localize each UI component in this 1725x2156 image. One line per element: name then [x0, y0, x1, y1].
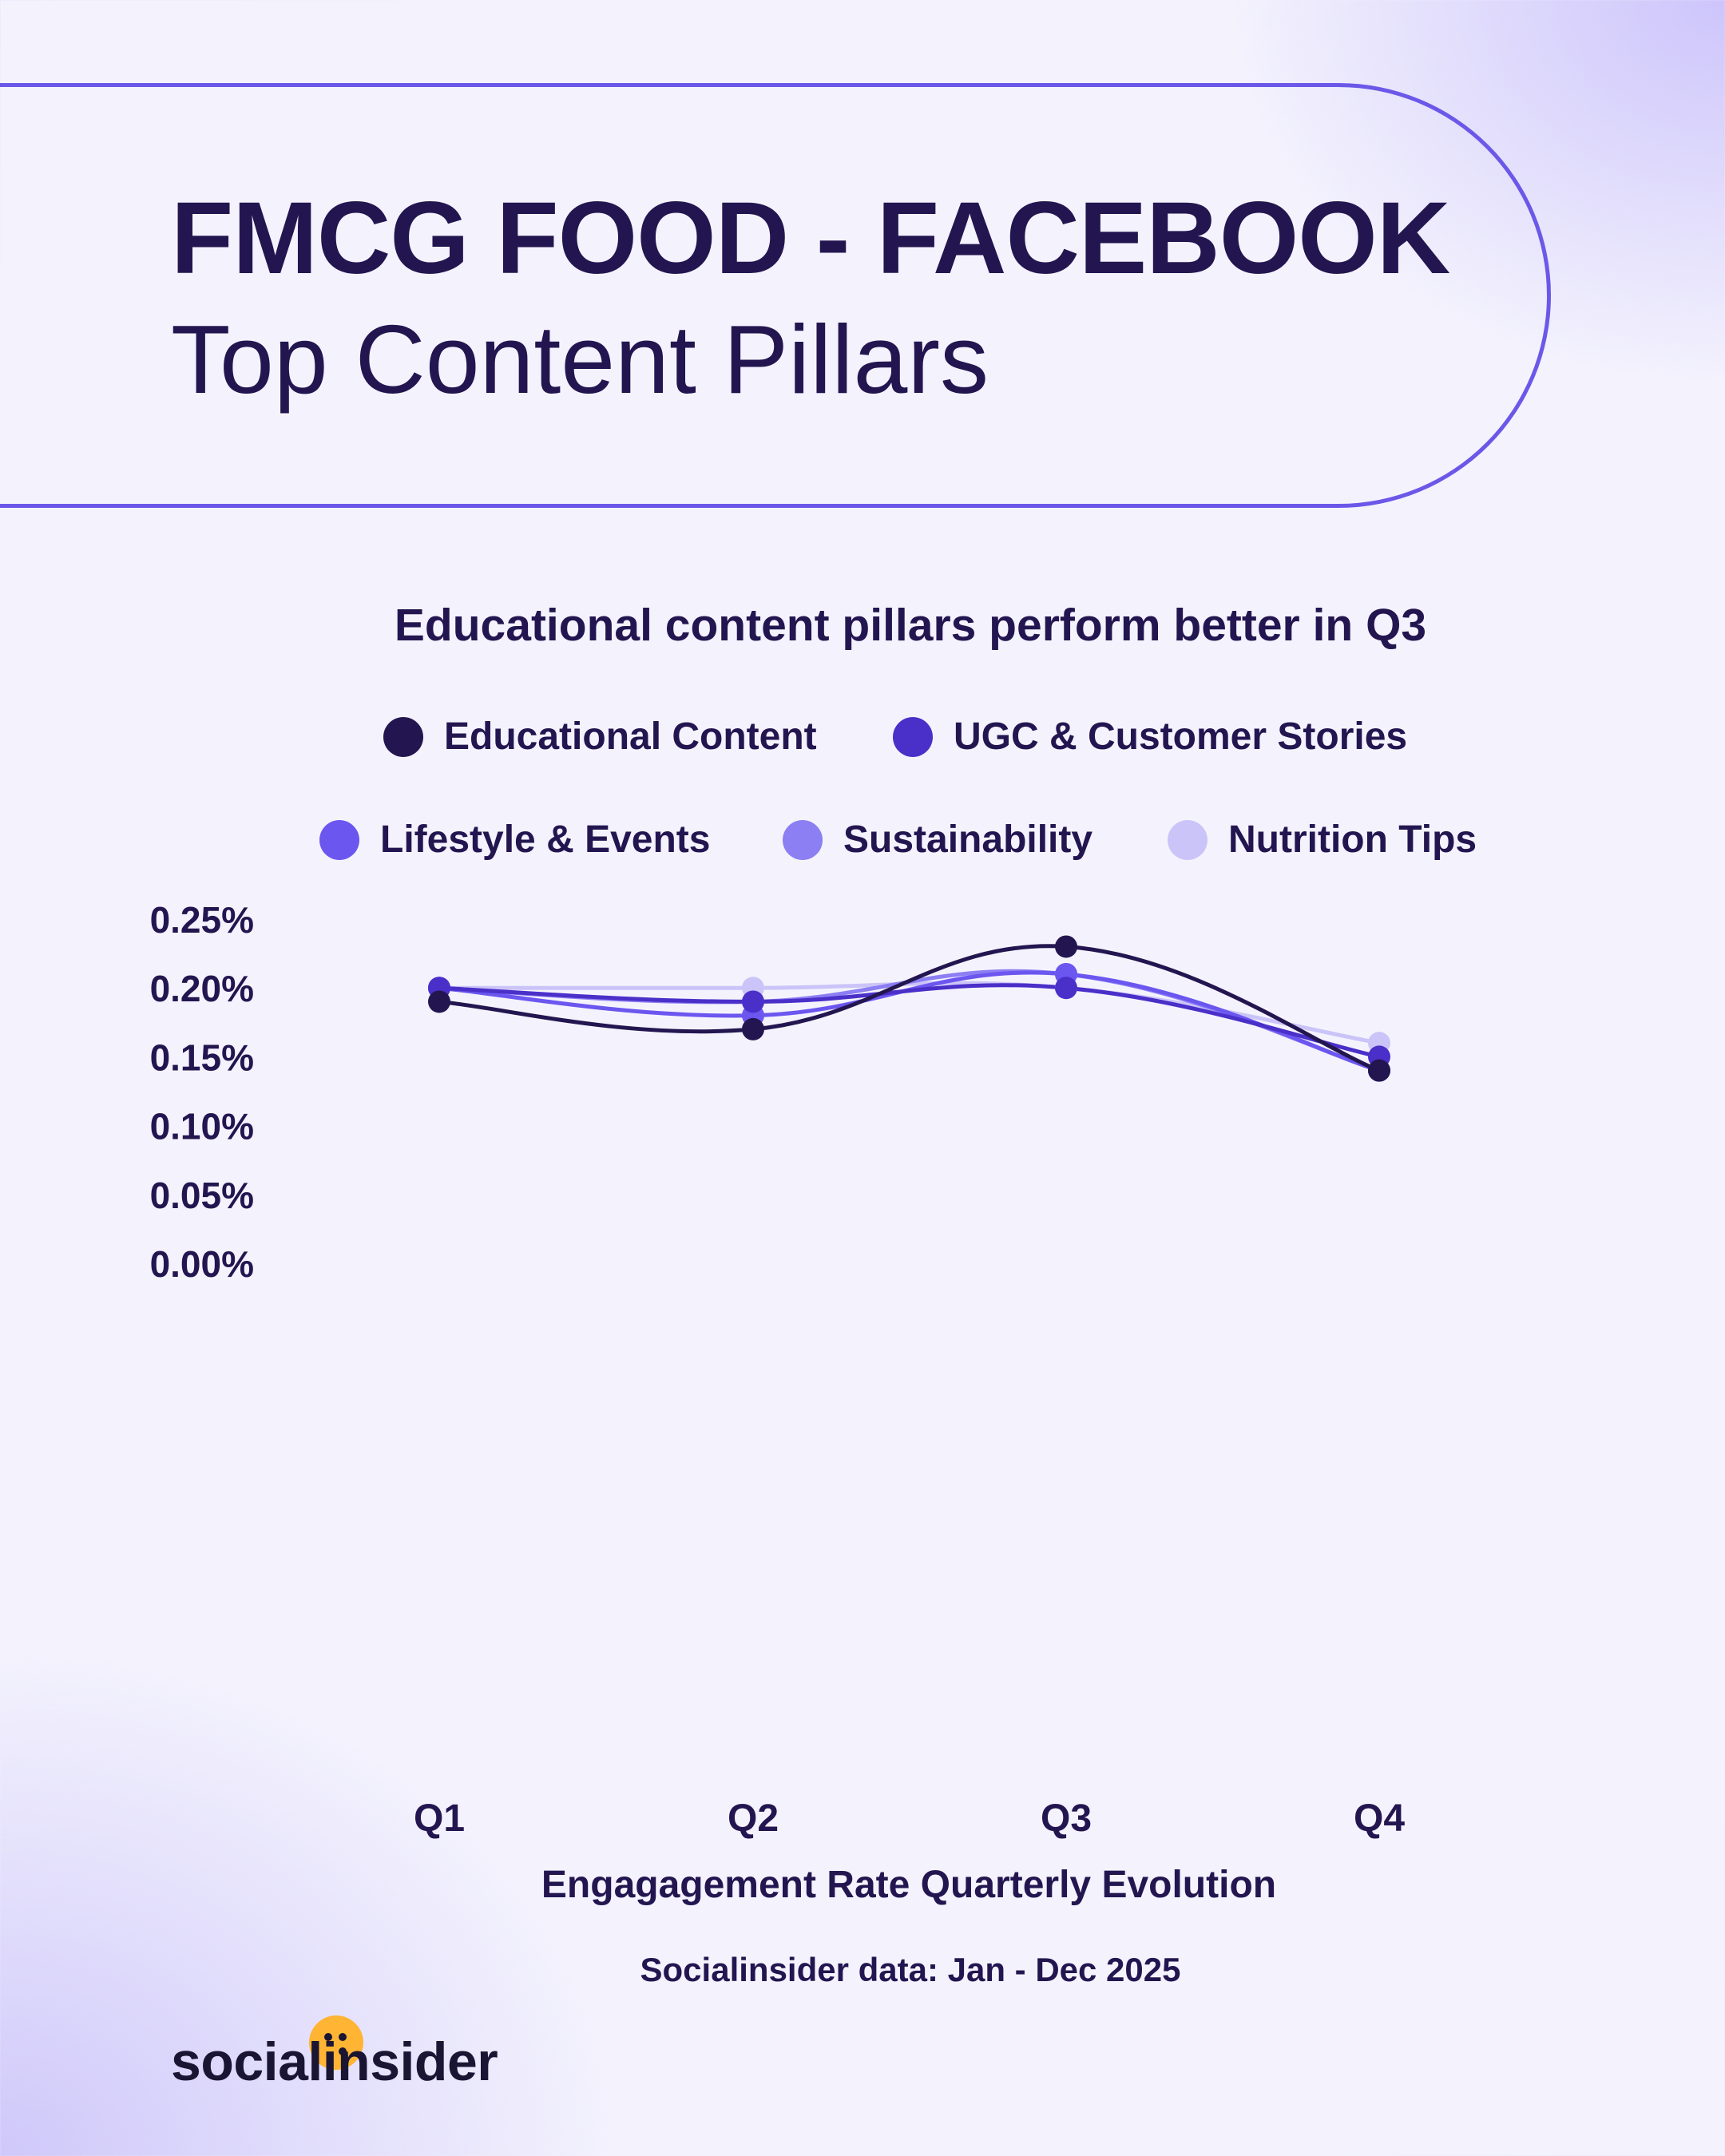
legend-label: Sustainability: [843, 818, 1093, 861]
legend-label: Educational Content: [444, 715, 817, 758]
legend-swatch: [783, 819, 823, 860]
data-point-ugc-customer-stories: [742, 990, 764, 1013]
data-point-educational-content: [1055, 935, 1077, 958]
x-tick-label: Q1: [414, 1797, 465, 1840]
y-tick-label: 0.15%: [150, 1036, 254, 1078]
data-point-ugc-customer-stories: [1055, 977, 1077, 1000]
legend-item-ugc-customer-stories: UGC & Customer Stories: [893, 715, 1407, 759]
x-axis-label: Engagagement Rate Quarterly Evolution: [541, 1864, 1276, 1906]
series-line-ugc-customer-stories: [437, 983, 1382, 1059]
x-tick-label: Q4: [1354, 1797, 1405, 1840]
data-point-educational-content: [428, 990, 450, 1013]
legend-label: UGC & Customer Stories: [954, 715, 1408, 758]
legend-item-educational-content: Educational Content: [383, 715, 817, 759]
y-tick-label: 0.00%: [150, 1243, 254, 1285]
brand-logo-mark: [309, 2015, 363, 2070]
legend-swatch: [319, 819, 359, 860]
chart-title: Educational content pillars perform bett…: [394, 600, 1427, 651]
legend-label: Nutrition Tips: [1228, 818, 1477, 861]
y-tick-label: 0.05%: [150, 1175, 254, 1216]
legend-item-nutrition-tips: Nutrition Tips: [1168, 818, 1477, 862]
brand-logo: socialinsider: [171, 2031, 498, 2092]
x-tick-label: Q2: [728, 1797, 779, 1840]
legend-swatch: [1168, 819, 1208, 860]
legend-swatch: [893, 716, 933, 757]
series-line-educational-content: [437, 944, 1382, 1073]
x-tick-label: Q3: [1041, 1797, 1092, 1840]
data-point-educational-content: [742, 1017, 764, 1040]
y-tick-label: 0.25%: [150, 899, 254, 941]
legend-item-lifestyle-events: Lifestyle & Events: [319, 818, 710, 862]
header-frame: [0, 83, 1551, 508]
data-point-educational-content: [1368, 1059, 1390, 1082]
data-source-note: Socialinsider data: Jan - Dec 2025: [640, 1951, 1181, 1988]
legend-item-sustainability: Sustainability: [783, 818, 1092, 862]
page-subtitle: Top Content Pillars: [171, 305, 989, 414]
y-tick-label: 0.10%: [150, 1106, 254, 1147]
page-title: FMCG FOOD - FACEBOOK: [171, 181, 1450, 295]
y-tick-label: 0.20%: [150, 968, 254, 1009]
legend-swatch: [383, 716, 423, 757]
legend-label: Lifestyle & Events: [380, 818, 711, 861]
